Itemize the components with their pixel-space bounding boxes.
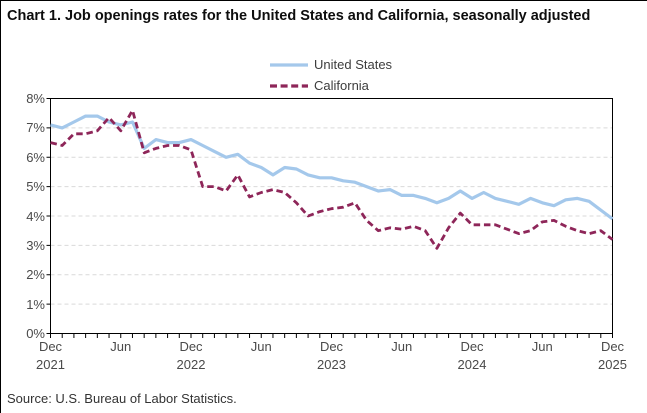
- x-axis-label: Dec 2024: [457, 339, 487, 372]
- y-axis-label: 5%: [26, 179, 45, 195]
- legend-label-united-states: United States: [314, 57, 393, 72]
- legend-item-united-states: United States: [269, 54, 392, 75]
- x-axis-label: Dec 2023: [317, 339, 346, 372]
- y-axis-label: 1%: [26, 296, 45, 312]
- ca-dashed-line-sample-icon: [270, 83, 308, 88]
- x-axis-label: Jun: [250, 339, 272, 354]
- x-axis-label: Jun: [110, 339, 132, 354]
- y-axis-label: 2%: [26, 267, 45, 283]
- legend-label-california: California: [314, 78, 369, 93]
- y-axis-label: 6%: [26, 149, 45, 165]
- legend-item-california: California: [269, 75, 392, 96]
- x-axis-label: Jun: [531, 339, 553, 354]
- x-axis-label: Dec 2022: [176, 339, 206, 372]
- y-axis-label: 4%: [26, 208, 45, 224]
- series-line-united-states: [50, 114, 614, 221]
- us-line-sample-icon: [270, 62, 308, 67]
- x-axis-label: Jun: [391, 339, 413, 354]
- source-note: Source: U.S. Bureau of Labor Statistics.: [7, 391, 237, 406]
- x-axis-label: Dec 2025: [598, 339, 627, 372]
- y-axis-label: 8%: [26, 91, 45, 106]
- y-axis-label: 3%: [26, 237, 45, 253]
- x-axis-label: Dec 2021: [36, 339, 65, 372]
- series-line-california: [50, 108, 614, 250]
- chart-legend: United States California: [269, 54, 392, 96]
- chart-title: Chart 1. Job openings rates for the Unit…: [7, 8, 591, 24]
- y-axis-label: 7%: [26, 120, 45, 136]
- y-axis-label: 0%: [26, 326, 45, 341]
